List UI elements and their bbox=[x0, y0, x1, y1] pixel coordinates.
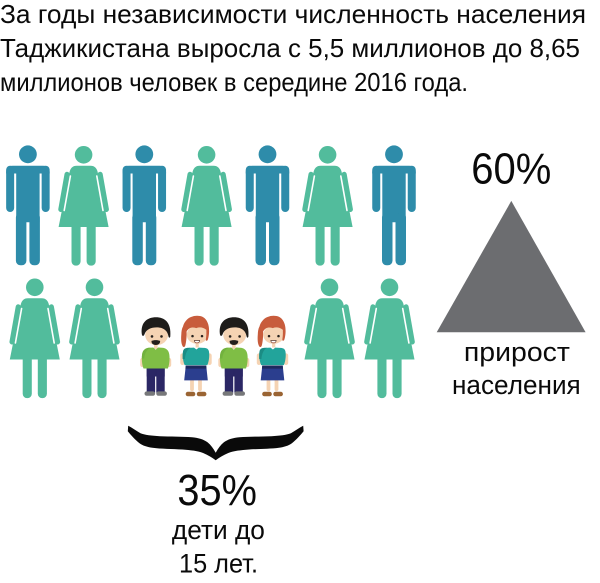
svg-text:Таджикистана выросла с 5,5 мил: Таджикистана выросла с 5,5 миллионов до … bbox=[0, 35, 580, 63]
svg-text:60%: 60% bbox=[471, 146, 551, 194]
svg-text:35%: 35% bbox=[177, 467, 257, 515]
svg-text:населения: населения bbox=[452, 370, 581, 400]
svg-text:прирост: прирост bbox=[464, 337, 570, 367]
svg-text:миллионов человек в середине 2: миллионов человек в середине 2016 года. bbox=[0, 69, 468, 97]
svg-text:дети до: дети до bbox=[172, 515, 265, 545]
svg-text:15 лет.: 15 лет. bbox=[179, 549, 258, 579]
svg-text:За годы независимости численно: За годы независимости численность населе… bbox=[0, 1, 586, 29]
